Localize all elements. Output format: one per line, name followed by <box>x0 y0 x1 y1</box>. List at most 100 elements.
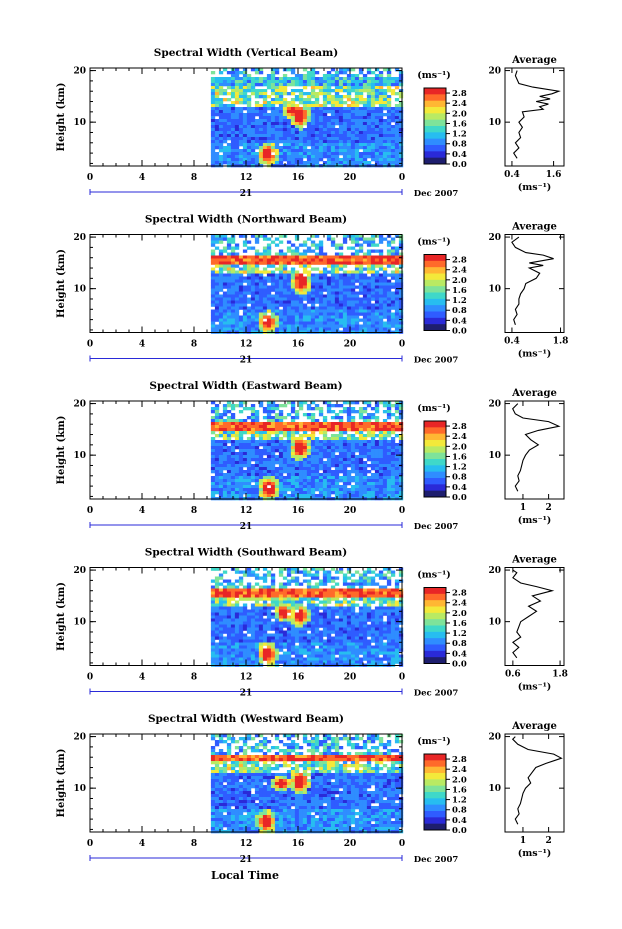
heatmap-cell <box>286 473 292 477</box>
heatmap-cell <box>314 300 320 304</box>
heatmap-cell <box>338 134 344 138</box>
heatmap-cell <box>310 101 316 105</box>
heatmap-cell <box>398 404 404 408</box>
heatmap-cell <box>398 237 404 241</box>
heatmap-cell <box>302 431 308 435</box>
heatmap-cell <box>234 297 240 301</box>
heatmap-cell <box>226 312 232 316</box>
heatmap-cell <box>366 425 372 429</box>
heatmap-cell <box>362 488 368 492</box>
heatmap-cell <box>310 122 316 126</box>
heatmap-cell <box>362 419 368 423</box>
heatmap-cell <box>294 113 300 117</box>
average-y-tick-label: 20 <box>488 400 501 410</box>
heatmap-cell <box>362 461 368 465</box>
heatmap-cell <box>338 434 344 438</box>
heatmap-cell <box>382 321 388 325</box>
heatmap-cell <box>378 80 384 84</box>
heatmap-cell <box>398 128 404 132</box>
heatmap-cell <box>378 482 384 486</box>
heatmap-cell <box>326 161 332 165</box>
heatmap-cell <box>310 488 316 492</box>
heatmap-cell <box>386 458 392 462</box>
heatmap-cell <box>270 410 276 414</box>
heatmap-cell <box>222 234 228 238</box>
heatmap-cell <box>358 446 364 450</box>
heatmap-cell <box>390 491 396 495</box>
panel-3: Spectral Width (Southward Beam)1020Heigh… <box>56 547 568 699</box>
heatmap-cell <box>242 473 248 477</box>
heatmap-cell <box>218 134 224 138</box>
heatmap-cell <box>370 134 376 138</box>
heatmap-cell <box>230 143 236 147</box>
heatmap-cell <box>382 267 388 271</box>
heatmap-cell <box>218 146 224 150</box>
heatmap-cell <box>398 137 404 141</box>
heatmap-cell <box>338 267 344 271</box>
heatmap-cell <box>322 401 328 405</box>
heatmap-cell <box>218 660 224 664</box>
heatmap-cell <box>378 234 384 238</box>
heatmap-cell <box>290 128 296 132</box>
heatmap-cell <box>354 270 360 274</box>
heatmap-cell <box>246 407 252 411</box>
heatmap-cell <box>390 276 396 280</box>
heatmap-cell <box>338 131 344 135</box>
heatmap-cell <box>322 125 328 129</box>
heatmap-cell <box>266 446 272 450</box>
heatmap-cell <box>230 288 236 292</box>
heatmap-cell <box>270 591 276 595</box>
heatmap-cell <box>214 621 220 625</box>
heatmap-cell <box>314 246 320 250</box>
heatmap-cell <box>238 113 244 117</box>
heatmap-cell <box>338 440 344 444</box>
heatmap-cell <box>326 80 332 84</box>
heatmap-cell <box>238 161 244 165</box>
heatmap-cell <box>218 258 224 262</box>
heatmap-cell <box>262 101 268 105</box>
heatmap-cell <box>258 83 264 87</box>
heatmap-cell <box>214 131 220 135</box>
heatmap-cell <box>354 440 360 444</box>
heatmap-cell <box>398 77 404 81</box>
heatmap-cell <box>282 440 288 444</box>
heatmap-cell <box>302 137 308 141</box>
heatmap-cell <box>282 74 288 78</box>
heatmap-cell <box>266 288 272 292</box>
heatmap-cell <box>214 89 220 93</box>
heatmap-cell <box>258 491 264 495</box>
heatmap-cell <box>350 101 356 105</box>
heatmap-cell <box>322 104 328 108</box>
heatmap-cell <box>382 68 388 72</box>
heatmap-cell <box>338 146 344 150</box>
heatmap-cell <box>238 491 244 495</box>
heatmap-cell <box>242 240 248 244</box>
heatmap-cell <box>214 482 220 486</box>
heatmap-cell <box>386 285 392 289</box>
heatmap-cell <box>302 449 308 453</box>
heatmap-cell <box>262 443 268 447</box>
heatmap-cell <box>342 107 348 111</box>
heatmap-cell <box>282 273 288 277</box>
heatmap-cell <box>278 470 284 474</box>
heatmap-cell <box>266 77 272 81</box>
heatmap-cell <box>210 639 216 643</box>
heatmap-cell <box>266 95 272 99</box>
heatmap-cell <box>322 116 328 120</box>
heatmap-cell <box>318 473 324 477</box>
heatmap-cell <box>298 407 304 411</box>
heatmap-cell <box>242 585 248 589</box>
heatmap-cell <box>246 134 252 138</box>
heatmap-cell <box>374 407 380 411</box>
heatmap-cell <box>350 458 356 462</box>
heatmap-cell <box>294 249 300 253</box>
heatmap-cell <box>358 464 364 468</box>
heatmap-cell <box>230 318 236 322</box>
heatmap-cell <box>210 461 216 465</box>
heatmap-cell <box>278 315 284 319</box>
heatmap-cell <box>302 80 308 84</box>
heatmap-cell <box>322 485 328 489</box>
heatmap-cell <box>262 104 268 108</box>
heatmap-cell <box>362 237 368 241</box>
heatmap-cell <box>318 152 324 156</box>
